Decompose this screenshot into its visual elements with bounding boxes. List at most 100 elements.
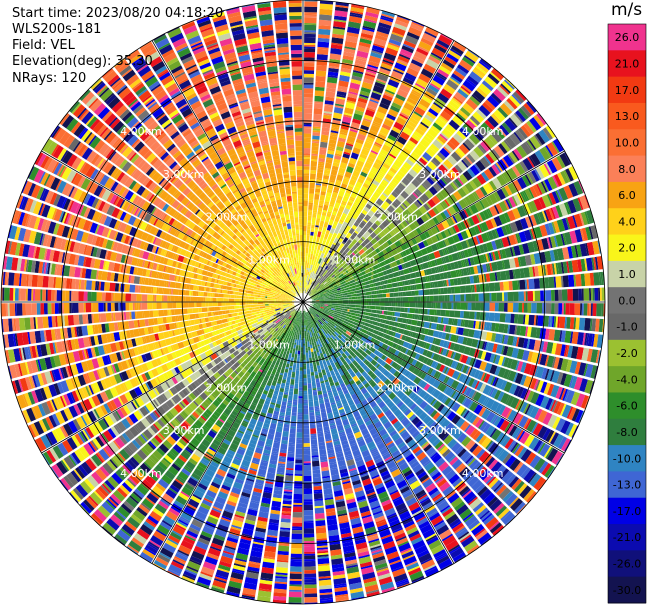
velocity-gate — [372, 278, 377, 283]
velocity-gate — [363, 308, 367, 312]
velocity-gate — [503, 154, 514, 167]
velocity-gate — [376, 173, 384, 179]
velocity-gate — [366, 295, 370, 299]
velocity-gate — [436, 178, 447, 189]
velocity-gate — [355, 217, 363, 225]
velocity-gate — [551, 141, 560, 154]
velocity-gate — [483, 397, 490, 407]
velocity-gate — [430, 360, 437, 369]
velocity-gate — [311, 248, 315, 251]
velocity-gate — [367, 331, 373, 337]
velocity-gate — [492, 251, 497, 261]
velocity-gate — [303, 142, 311, 149]
velocity-gate — [487, 115, 499, 128]
velocity-gate — [345, 232, 352, 239]
velocity-gate — [317, 163, 325, 166]
velocity-gate — [319, 200, 325, 205]
velocity-gate — [513, 314, 519, 324]
velocity-gate — [425, 58, 439, 70]
velocity-gate — [342, 265, 346, 269]
velocity-gate — [428, 261, 433, 268]
velocity-gate — [569, 230, 578, 244]
velocity-gate — [320, 134, 329, 141]
velocity-gate — [415, 82, 426, 90]
velocity-gate — [315, 183, 322, 186]
velocity-gate — [363, 218, 368, 223]
velocity-gate — [304, 325, 306, 328]
velocity-gate — [310, 366, 314, 369]
velocity-gate — [361, 341, 366, 346]
velocity-gate — [575, 274, 582, 287]
velocity-gate — [324, 299, 327, 301]
velocity-gate — [538, 164, 550, 178]
velocity-gate — [293, 399, 298, 402]
velocity-gate — [396, 158, 404, 164]
velocity-gate — [423, 374, 429, 381]
velocity-gate — [386, 137, 395, 144]
velocity-gate — [318, 161, 325, 165]
velocity-gate — [552, 138, 564, 153]
velocity-gate — [485, 241, 494, 252]
velocity-gate — [334, 310, 337, 313]
velocity-gate — [472, 391, 482, 402]
velocity-gate — [477, 145, 486, 155]
velocity-gate — [309, 235, 314, 240]
velocity-gate — [313, 314, 317, 318]
velocity-gate — [313, 297, 319, 300]
velocity-gate — [380, 384, 386, 390]
velocity-gate — [354, 284, 358, 288]
velocity-gate — [517, 280, 521, 290]
velocity-gate — [343, 176, 350, 180]
velocity-gate — [460, 384, 466, 393]
velocity-gate — [511, 427, 521, 439]
velocity-gate — [336, 252, 342, 259]
velocity-gate — [494, 312, 501, 322]
velocity-gate — [334, 290, 338, 294]
velocity-gate — [597, 240, 602, 254]
velocity-gate — [352, 288, 357, 292]
velocity-gate — [593, 257, 597, 271]
velocity-gate — [558, 187, 569, 201]
velocity-gate — [312, 312, 318, 317]
velocity-gate — [557, 172, 566, 186]
velocity-gate — [394, 19, 409, 28]
velocity-gate — [490, 92, 503, 104]
velocity-gate — [387, 251, 394, 258]
velocity-gate — [314, 192, 320, 195]
velocity-gate — [519, 401, 528, 413]
velocity-gate — [439, 355, 447, 365]
velocity-gate — [335, 4, 349, 9]
velocity-gate — [374, 81, 386, 89]
velocity-gate — [548, 192, 557, 205]
velocity-gate — [505, 473, 517, 486]
velocity-gate — [321, 384, 327, 391]
velocity-gate — [336, 322, 343, 327]
velocity-gate — [313, 305, 316, 307]
velocity-gate — [460, 302, 467, 310]
velocity-gate — [339, 254, 345, 259]
velocity-gate — [493, 446, 504, 458]
velocity-gate — [303, 454, 311, 457]
velocity-gate — [393, 121, 404, 131]
velocity-gate — [390, 384, 399, 393]
velocity-gate — [345, 101, 356, 110]
velocity-gate — [377, 346, 385, 353]
velocity-gate — [294, 486, 303, 489]
velocity-gate — [466, 456, 475, 466]
velocity-gate — [303, 147, 311, 154]
velocity-gate — [487, 386, 493, 396]
velocity-gate — [329, 53, 342, 61]
velocity-gate — [480, 197, 490, 209]
velocity-gate — [313, 199, 319, 206]
velocity-gate — [322, 204, 329, 211]
velocity-gate — [432, 122, 443, 132]
velocity-gate — [380, 193, 387, 201]
velocity-gate — [304, 329, 306, 331]
velocity-gate — [415, 78, 428, 89]
velocity-gate — [342, 322, 347, 327]
velocity-gate — [560, 330, 566, 343]
velocity-gate — [420, 364, 428, 372]
velocity-gate — [372, 375, 377, 380]
velocity-gate — [436, 309, 441, 316]
velocity-gate — [449, 77, 460, 86]
